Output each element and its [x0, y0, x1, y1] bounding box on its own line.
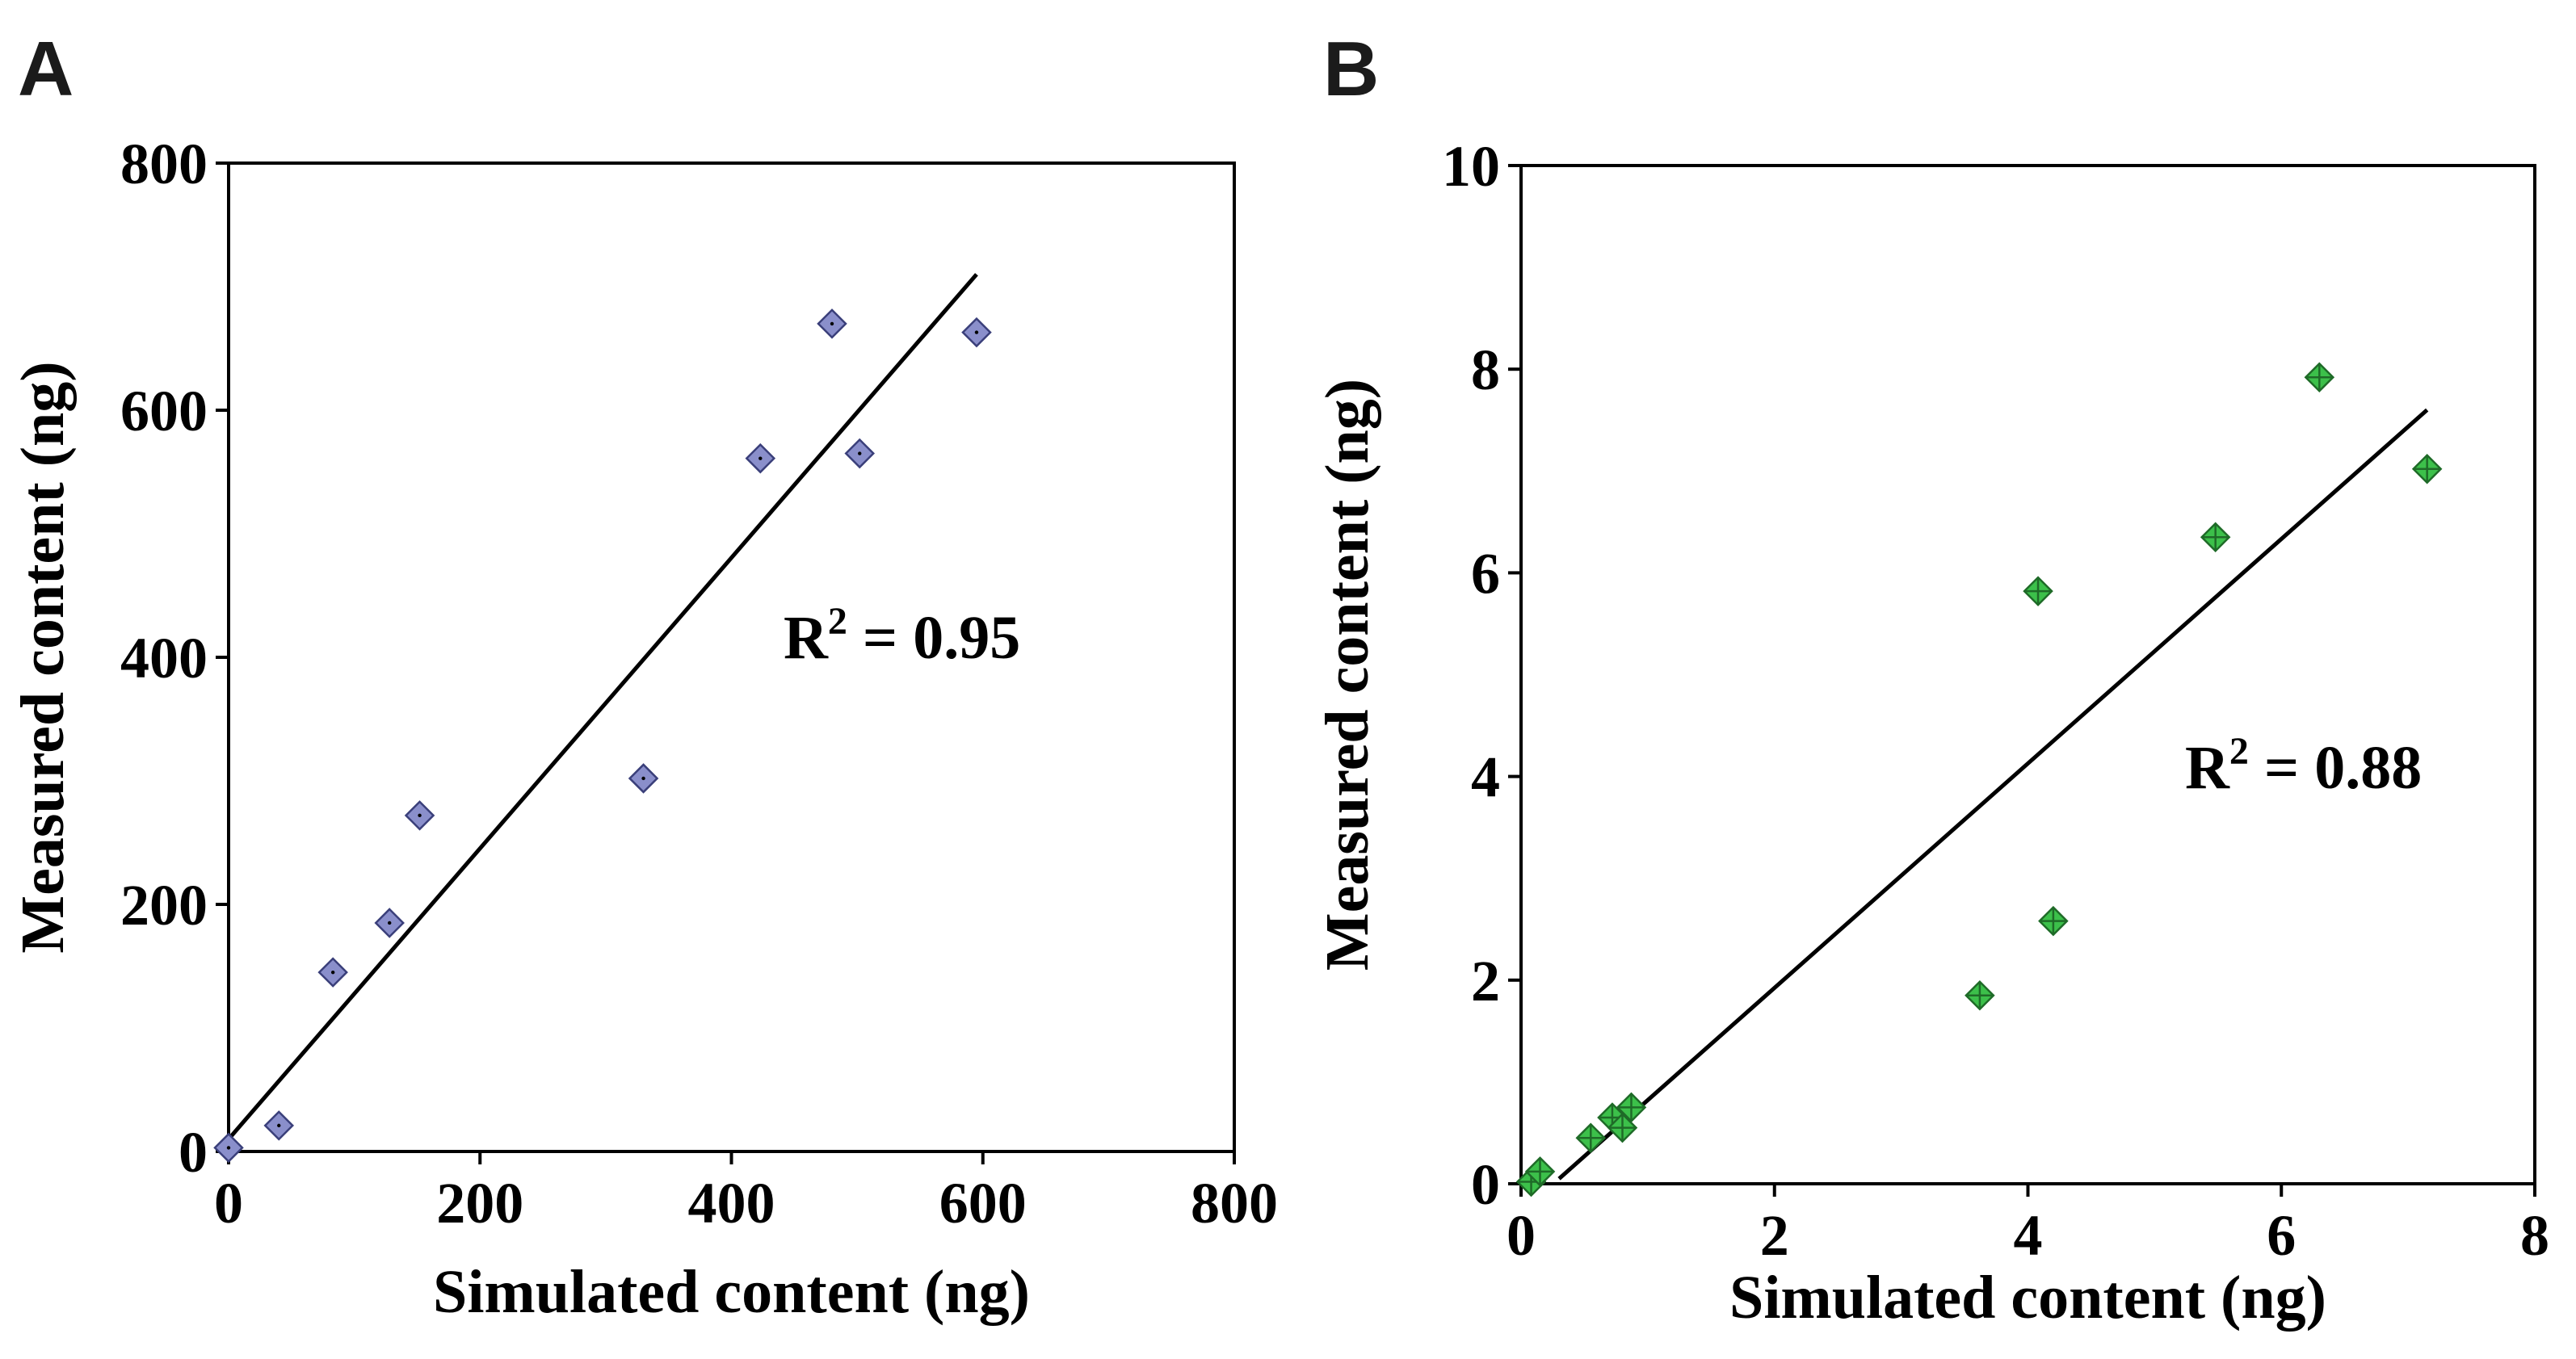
chart-b-x-tick-label: 2 — [1760, 1203, 1789, 1268]
chart-a-y-tick-label: 800 — [120, 132, 208, 196]
chart-b-data-point — [1616, 1092, 1647, 1123]
chart-b-r2-prefix: R — [2185, 734, 2230, 802]
panel-b: B 0 2 4 6 8 0 2 4 6 8 10 Simulated content (ng) Meas… — [1313, 26, 2549, 1332]
chart-a-point-center-dot — [830, 321, 834, 326]
chart-a-data-point — [263, 1110, 295, 1141]
chart-a-plot-frame — [227, 161, 1236, 1153]
chart-a-y-tick-label: 200 — [120, 873, 208, 937]
chart-a-x-tick-label: 600 — [939, 1171, 1027, 1235]
chart-a-point-center-dot — [330, 970, 335, 975]
chart-b-data-point — [1607, 1112, 1638, 1143]
chart-b-data-point — [1524, 1156, 1556, 1187]
chart-b-x-tick-label: 6 — [2267, 1203, 2296, 1268]
chart-b-data-point — [2038, 905, 2069, 937]
chart-b-y-tick-label: 2 — [1471, 949, 1500, 1013]
chart-a-point-center-dot — [759, 456, 763, 460]
chart-b-x-tick-label: 8 — [2520, 1203, 2549, 1268]
chart-a-data-point — [374, 908, 405, 938]
chart-a-y-tick-label: 0 — [179, 1120, 208, 1185]
chart-a-data-point — [961, 317, 992, 348]
chart-a-x-tick-label: 800 — [1191, 1171, 1278, 1235]
panel-a: A 0 200 400 600 800 0 200 400 600 800 Simulated co… — [9, 26, 1278, 1326]
chart-a-data-point — [213, 1132, 244, 1164]
chart-a-r-squared-annotation: R2 = 0.95 — [784, 600, 1020, 672]
chart-a-regression-line — [227, 273, 978, 1141]
chart-a-point-center-dot — [418, 813, 422, 818]
chart-a-y-tick-label: 400 — [120, 626, 208, 690]
chart-b-y-tick-label: 0 — [1471, 1152, 1500, 1217]
chart-b-x-axis-label: Simulated content (ng) — [1729, 1264, 2326, 1332]
chart-b-y-tick-label: 6 — [1471, 541, 1500, 606]
chart-a-point-center-dot — [641, 776, 645, 781]
chart-b-r2-superscript: 2 — [2229, 730, 2249, 773]
chart-a-r2-superscript: 2 — [828, 600, 847, 643]
chart-a-data-point — [844, 438, 876, 469]
chart-b-x-tick-label: 4 — [2014, 1203, 2043, 1268]
chart-b-data-point — [1965, 979, 1995, 1011]
chart-a-x-tick-label: 0 — [214, 1171, 243, 1235]
chart-b-y-tick-label: 10 — [1442, 134, 1500, 199]
chart-b-x-tick-label: 0 — [1507, 1203, 1536, 1268]
chart-a-point-center-dot — [277, 1123, 281, 1128]
chart-b-y-axis-label: Measured content (ng) — [1313, 379, 1381, 971]
chart-a-data-point — [317, 957, 348, 988]
chart-b-r-squared-annotation: R2 = 0.88 — [2185, 730, 2422, 802]
chart-a-data-point — [628, 763, 659, 794]
panel-a-letter: A — [18, 26, 74, 112]
chart-a-point-center-dot — [858, 451, 862, 455]
chart-b-y-tick-label: 8 — [1471, 338, 1500, 402]
chart-a-y-axis-label: Measured content (ng) — [9, 361, 77, 953]
panel-b-letter: B — [1323, 26, 1379, 112]
chart-b-data-point — [2411, 454, 2443, 484]
chart-a-point-center-dot — [388, 921, 392, 925]
chart-a-x-tick-label: 200 — [436, 1171, 523, 1235]
chart-a-data-point — [404, 800, 435, 831]
chart-b-r2-value: = 0.88 — [2249, 734, 2422, 802]
chart-a-x-axis-label: Simulated content (ng) — [433, 1258, 1030, 1326]
chart-a-x-tick-label: 400 — [688, 1171, 775, 1235]
chart-a-y-tick-label: 600 — [120, 379, 208, 443]
chart-b-y-tick-label: 4 — [1471, 745, 1500, 810]
chart-b-plot-frame — [1519, 164, 2536, 1185]
chart-b-data-point — [2200, 522, 2231, 553]
chart-a-point-center-dot — [974, 330, 979, 334]
chart-a-data-point — [745, 443, 776, 474]
chart-a-r2-prefix: R — [784, 604, 829, 672]
chart-a-data-point — [817, 308, 847, 339]
chart-b-data-point — [2023, 576, 2053, 606]
chart-b-data-point — [2304, 362, 2335, 393]
chart-b-data-point — [1575, 1122, 1607, 1154]
chart-a-point-center-dot — [226, 1146, 231, 1150]
chart-a-r2-value: = 0.95 — [847, 604, 1020, 672]
chart-b-regression-line — [1557, 408, 2429, 1181]
